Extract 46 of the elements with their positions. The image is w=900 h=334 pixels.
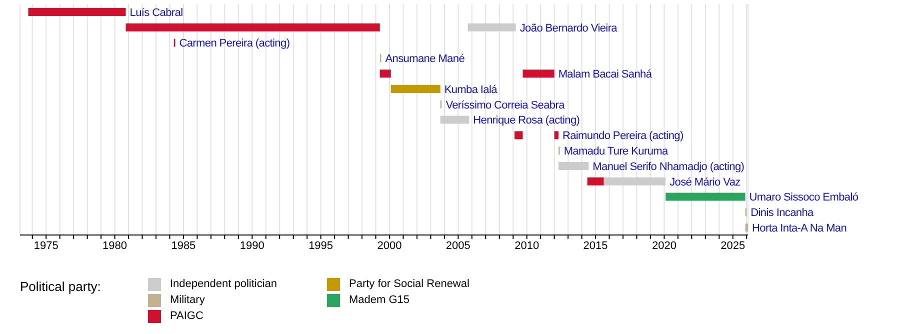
legend-label: PAIGC	[170, 310, 204, 322]
x-tick-label: 1980	[102, 240, 128, 252]
bar	[558, 162, 589, 170]
x-tick-label: 2010	[514, 240, 540, 252]
y-tick-label: Malam Bacai Sanhá	[558, 68, 653, 80]
y-tick-label: Horta Inta-A Na Man	[752, 222, 847, 234]
y-tick-label: João Bernardo Vieira	[520, 22, 618, 34]
y-tick-label: Kumba Ialá	[444, 84, 498, 96]
bar	[587, 177, 604, 186]
legend-label: Military	[170, 294, 205, 306]
y-tick-label: Ansumane Mané	[385, 53, 465, 66]
bar	[468, 23, 516, 32]
x-tick-label: 2005	[446, 240, 470, 252]
bar	[554, 131, 558, 140]
x-tick-label: 1975	[34, 240, 58, 252]
bar	[666, 192, 746, 201]
bar	[604, 177, 666, 186]
legend-label: Independent politician	[170, 278, 278, 290]
legend-label: Madem G15	[349, 294, 410, 306]
bar	[440, 116, 470, 124]
x-tick-label: 1995	[308, 240, 334, 252]
bar	[390, 85, 440, 93]
y-tick-label: Dinis Incanha	[750, 207, 815, 220]
bar	[126, 23, 380, 32]
y-tick-label: Luís Cabral	[130, 6, 183, 19]
bar	[28, 8, 126, 16]
x-tick-label: 2025	[720, 240, 746, 252]
x-tick-label: 2015	[583, 240, 608, 252]
legend-title: Political party:	[20, 279, 102, 296]
x-tick-label: 2020	[652, 240, 676, 252]
bar	[522, 70, 554, 78]
legend-label: Party for Social Renewal	[349, 278, 470, 290]
y-tick-label: José Mário Vaz	[670, 176, 740, 188]
y-tick-label: Umaro Sissoco Embaló	[749, 192, 858, 204]
x-tick-label: 2000	[377, 240, 402, 252]
y-tick-label: Manuel Serifo Nhamadjo (acting)	[592, 160, 744, 173]
y-tick-label: Carmen Pereira (acting)	[179, 38, 290, 50]
y-tick-label: Raimundo Pereira (acting)	[562, 130, 684, 142]
bar	[745, 224, 748, 232]
x-tick-label: 1985	[171, 240, 196, 252]
y-tick-label: Mamadu Ture Kuruma	[564, 145, 670, 158]
x-tick-label: 1990	[240, 240, 264, 252]
bar	[380, 70, 391, 78]
y-tick-label: Veríssimo Correia Seabra	[446, 99, 566, 112]
bar	[514, 131, 523, 140]
y-tick-label: Henrique Rosa (acting)	[473, 114, 580, 127]
